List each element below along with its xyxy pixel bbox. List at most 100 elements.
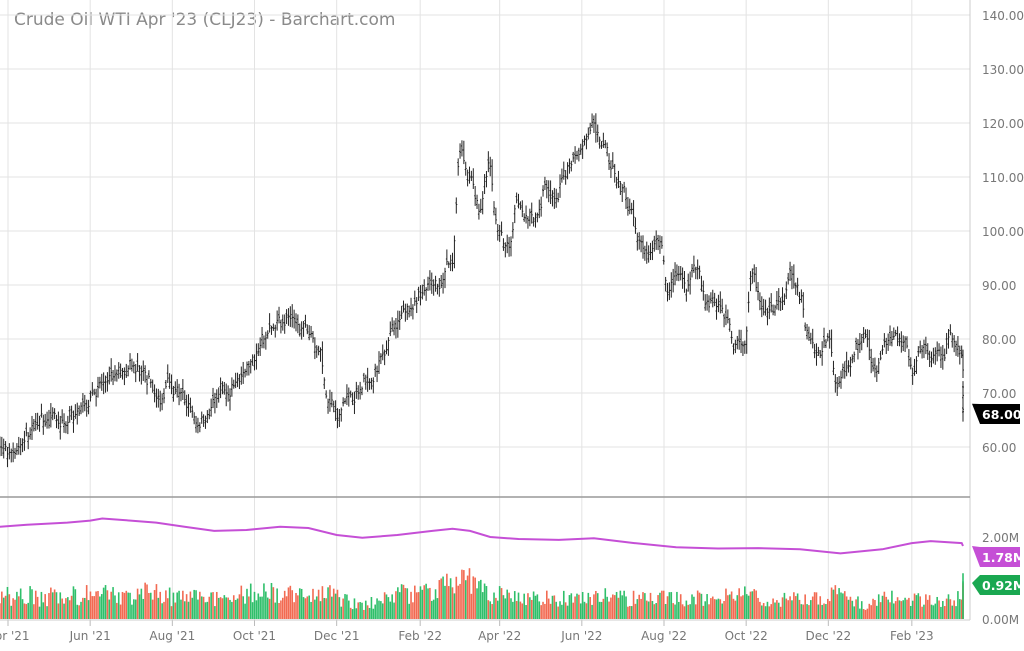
volume-bar — [82, 597, 84, 619]
volume-bar — [559, 601, 561, 619]
volume-bar — [63, 603, 65, 619]
volume-bar — [892, 603, 895, 619]
volume-bar — [602, 598, 605, 619]
volume-bar — [713, 599, 716, 619]
volume-bar — [527, 593, 529, 619]
volume-bar — [576, 593, 578, 619]
volume-bar — [708, 604, 710, 619]
volume-bar — [760, 605, 763, 619]
volume-bar — [249, 583, 252, 619]
volume-bar — [148, 592, 150, 619]
volume-bar — [840, 592, 842, 619]
volume-bar — [862, 609, 865, 619]
volume-bar — [117, 592, 120, 619]
volume-bar — [540, 605, 542, 619]
volume-bar — [259, 596, 261, 619]
volume-bar — [398, 592, 401, 619]
volume-bar — [432, 599, 435, 619]
volume-bar — [808, 605, 810, 619]
volume-bar — [536, 594, 539, 619]
volume-bar — [655, 603, 657, 619]
volume-bar — [872, 598, 874, 619]
volume-bar — [429, 587, 431, 619]
volume-bar — [419, 586, 422, 619]
volume-bar — [738, 588, 740, 619]
volume-bar — [116, 602, 118, 619]
volume-bar — [334, 593, 337, 619]
volume-bar — [321, 586, 324, 619]
volume-bar — [23, 603, 26, 619]
volume-bar — [383, 592, 386, 619]
volume-bar — [38, 606, 41, 619]
volume-bar — [8, 594, 11, 619]
volume-tick-label: 0.00M — [982, 613, 1019, 627]
volume-bar — [308, 595, 310, 619]
volume-bar — [463, 570, 465, 619]
volume-bar — [593, 594, 595, 619]
volume-bar — [336, 589, 339, 619]
volume-bar — [779, 606, 782, 619]
volume-bar — [491, 604, 493, 619]
volume-bar — [613, 595, 616, 619]
volume-bar — [200, 596, 203, 619]
volume-bar — [745, 594, 748, 619]
time-tick-label: Dec '21 — [314, 629, 360, 643]
volume-bar — [176, 592, 178, 619]
volume-bar — [157, 597, 160, 619]
volume-bar — [474, 577, 476, 619]
volume-bar — [178, 590, 180, 619]
volume-bar — [783, 592, 786, 619]
volume-bar — [640, 598, 642, 619]
volume-bar — [208, 596, 211, 619]
volume-bar — [836, 594, 839, 619]
volume-bars — [0, 568, 964, 619]
volume-bar — [459, 583, 461, 619]
volume-bar — [553, 595, 556, 619]
volume-bar — [498, 586, 501, 619]
volume-bar — [163, 601, 165, 619]
volume-bar — [853, 606, 855, 619]
volume-bar — [793, 592, 795, 619]
volume-bar — [529, 597, 531, 619]
volume-bar — [481, 592, 484, 619]
time-tick-label: Oct '21 — [233, 629, 276, 643]
volume-bar — [21, 599, 24, 619]
volume-bar — [679, 594, 682, 619]
volume-bar — [427, 588, 429, 619]
volume-bar — [804, 594, 806, 619]
volume-bar — [512, 601, 514, 619]
volume-bar — [544, 603, 546, 619]
volume-bar — [444, 585, 446, 619]
volume-bar — [810, 600, 812, 619]
last-price-tag: 68.00 — [982, 407, 1022, 422]
volume-bar — [133, 599, 135, 619]
volume-bar — [519, 601, 522, 619]
volume-bar — [493, 592, 495, 619]
volume-bar — [819, 596, 822, 619]
volume-bar — [715, 599, 718, 619]
volume-bar — [215, 591, 218, 619]
volume-bar — [285, 596, 288, 619]
volume-bar — [185, 594, 188, 619]
volume-bar — [913, 593, 916, 619]
volume-bar — [604, 588, 607, 619]
volume-bar — [661, 590, 663, 619]
time-tick-label: Apr '22 — [478, 629, 521, 643]
volume-bar — [159, 591, 162, 619]
volume-bar — [212, 592, 214, 619]
time-tick-label: Aug '21 — [149, 629, 195, 643]
volume-bar — [546, 590, 548, 619]
volume-bar — [238, 594, 241, 619]
volume-bar — [234, 599, 237, 619]
volume-bar — [104, 585, 107, 619]
volume-tag-shape — [972, 575, 1020, 595]
volume-bar — [725, 588, 727, 619]
volume-bar — [849, 596, 852, 619]
volume-bar — [962, 581, 964, 619]
volume-bar — [99, 596, 101, 619]
volume-bar — [114, 595, 116, 619]
volume-bar — [202, 596, 205, 619]
volume-bar — [381, 603, 384, 619]
volume-bar — [683, 606, 686, 619]
